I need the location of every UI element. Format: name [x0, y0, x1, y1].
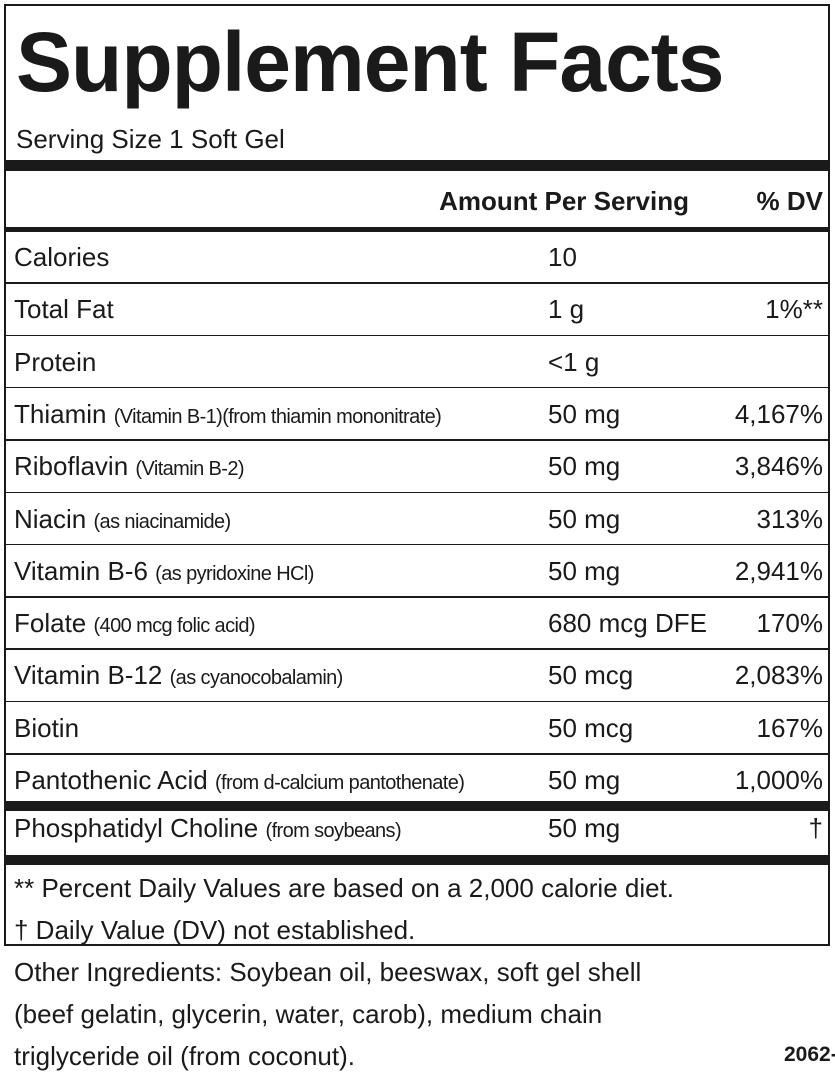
nutrient-name: Thiamin (Vitamin B-1)(from thiamin monon…: [14, 398, 442, 432]
row-rule: [6, 596, 828, 598]
amount: 50 mg: [548, 398, 621, 429]
product-code: 2062-4c: [784, 1043, 835, 1066]
nutrient-name: Folate (400 mcg folic acid): [14, 608, 256, 641]
other-ingredients: (beef gelatin, glycerin, water, carob), …: [14, 999, 603, 1029]
daily-value: †: [808, 813, 823, 844]
panel-title: Supplement Facts: [16, 15, 724, 109]
daily-value: 313%: [756, 503, 824, 534]
nutrient-name: Riboflavin (Vitamin B-2): [14, 451, 245, 484]
nutrient-note: (Vitamin B-1)(from thiamin mononitrate): [113, 405, 442, 428]
header-dv: % DV: [756, 186, 823, 216]
nutrient-note: (as niacinamide): [93, 510, 231, 533]
header-amount: Amount Per Serving: [439, 186, 689, 216]
other-ingredients: Other Ingredients: Soybean oil, beeswax,…: [14, 957, 642, 987]
thick-rule: [6, 855, 828, 866]
nutrient-label: Phosphatidyl Choline: [14, 813, 259, 844]
nutrient-label: Biotin: [14, 712, 80, 743]
row-rule: [6, 543, 828, 546]
nutrient-note: (as cyanocobalamin): [169, 667, 344, 690]
footnote: ** Percent Daily Values are based on a 2…: [14, 873, 675, 904]
thick-rule: [6, 160, 828, 171]
footnote: † Daily Value (DV) not established.: [14, 915, 416, 946]
nutrient-name: Biotin: [14, 713, 79, 743]
row-rule: [6, 648, 828, 650]
other-ingredients: triglyceride oil (from coconut).: [14, 1041, 355, 1071]
amount: 50 mg: [548, 813, 621, 844]
nutrient-label: Pantothenic Acid: [14, 765, 208, 795]
amount: 50 mcg: [548, 712, 634, 743]
nutrient-label: Protein: [14, 346, 97, 377]
daily-value: 170%: [756, 608, 824, 639]
amount: <1 g: [548, 346, 600, 377]
row-rule: [6, 753, 828, 755]
amount: 50 mg: [548, 555, 621, 586]
nutrient-note: (400 mcg folic acid): [93, 615, 256, 638]
thick-rule: [6, 801, 828, 812]
nutrient-name: Phosphatidyl Choline (from soybeans): [14, 813, 402, 846]
nutrient-label: Riboflavin: [14, 451, 129, 482]
nutrient-label: Vitamin B-12: [14, 660, 163, 691]
row-rule: [6, 334, 828, 337]
amount: 680 mcg DFE: [548, 608, 707, 639]
amount: 50 mcg: [548, 660, 634, 691]
amount: 50 mg: [548, 503, 621, 534]
nutrient-name: Vitamin B-12 (as cyanocobalamin): [14, 660, 343, 693]
row-rule: [6, 439, 828, 441]
nutrient-note: (Vitamin B-2): [135, 458, 244, 481]
nutrient-label: Vitamin B-6: [14, 555, 148, 586]
nutrient-label: Thiamin: [14, 398, 107, 429]
daily-value: 2,941%: [734, 555, 823, 586]
nutrient-label: Niacin: [14, 503, 87, 534]
nutrient-note: (from soybeans): [265, 820, 402, 843]
nutrient-name: Total Fat: [14, 294, 114, 324]
daily-value: 3,846%: [734, 451, 823, 482]
row-rule: [6, 386, 828, 389]
serving-size: Serving Size 1 Soft Gel: [16, 124, 285, 154]
row-rule: [6, 700, 828, 703]
amount: 50 mg: [548, 765, 621, 795]
daily-value: 1%**: [765, 294, 823, 325]
nutrient-name: Niacin (as niacinamide): [14, 504, 231, 537]
nutrient-note: (from d-calcium pantothenate): [214, 772, 465, 794]
nutrient-label: Calories: [14, 242, 110, 272]
amount: 10: [548, 242, 577, 272]
amount: 1 g: [548, 294, 585, 325]
daily-value: 2,083%: [734, 660, 823, 691]
daily-value: 4,167%: [734, 398, 823, 429]
row-rule: [6, 282, 828, 284]
facts-panel: [4, 4, 830, 946]
nutrient-name: Pantothenic Acid (from d-calcium pantoth…: [14, 765, 465, 798]
daily-value: 167%: [756, 712, 824, 743]
daily-value: 1,000%: [734, 765, 823, 795]
medium-rule: [6, 227, 828, 232]
nutrient-name: Vitamin B-6 (as pyridoxine HCl): [14, 556, 314, 589]
nutrient-label: Folate: [14, 608, 87, 639]
amount: 50 mg: [548, 451, 621, 482]
nutrient-note: (as pyridoxine HCl): [155, 562, 314, 585]
nutrient-name: Calories: [14, 242, 109, 272]
row-rule: [6, 491, 828, 493]
nutrient-name: Protein: [14, 347, 96, 377]
nutrient-label: Total Fat: [14, 294, 114, 325]
